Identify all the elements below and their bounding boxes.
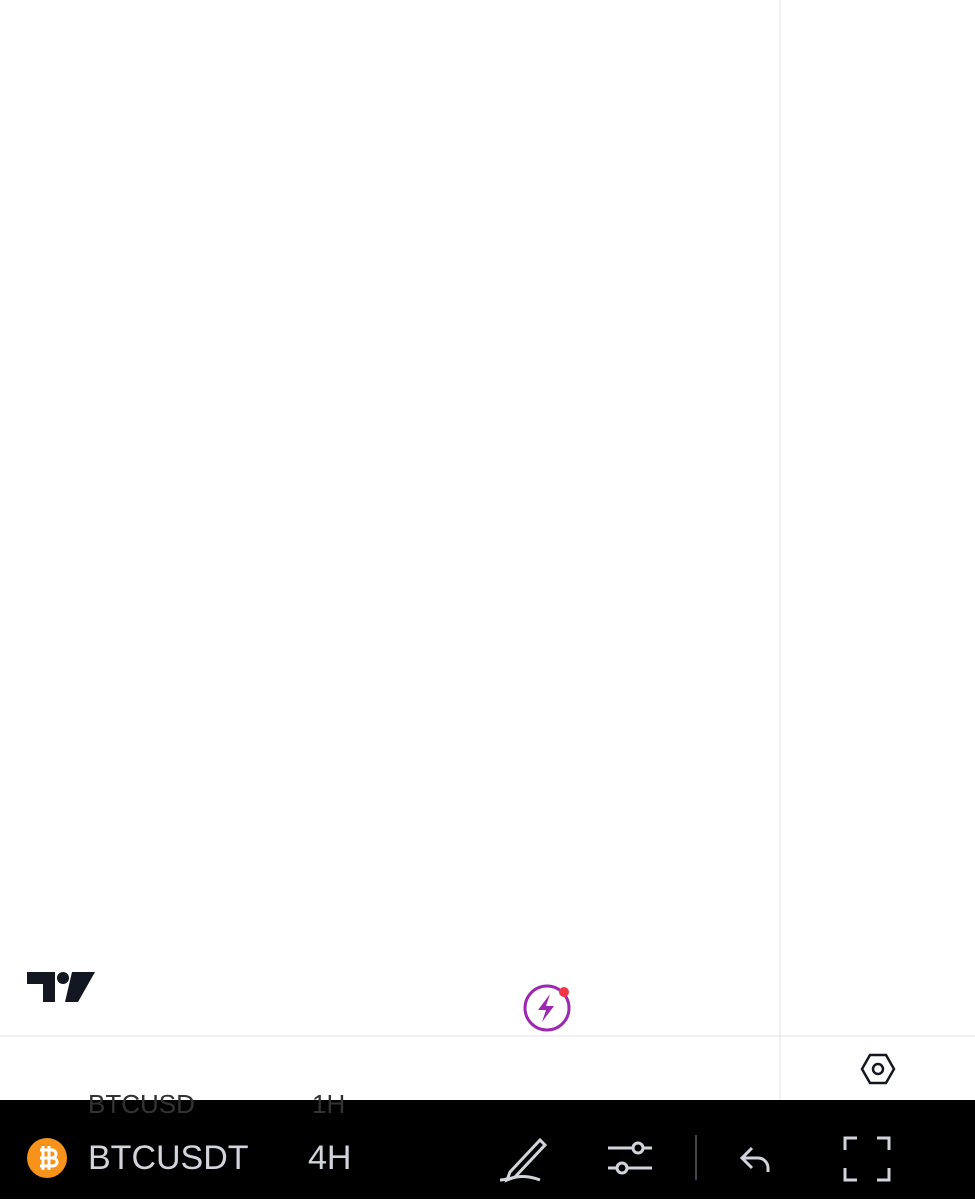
background [0,0,975,1100]
tv-logo [27,972,95,1002]
symbol-icon[interactable] [27,1138,67,1178]
symbol[interactable]: BTCUSDT [88,1139,249,1177]
watermark: BTCUSD [88,1089,195,1119]
alert-button[interactable] [523,984,571,1032]
toolbar [0,1100,975,1199]
indicators-button[interactable] [608,1141,652,1175]
settings-button[interactable] [860,1053,896,1085]
fullscreen-button[interactable] [843,1136,891,1182]
draw-button[interactable] [499,1137,548,1183]
interval[interactable]: 4H [308,1139,351,1177]
undo-button[interactable] [739,1146,770,1172]
watermark: 1H [312,1089,345,1119]
